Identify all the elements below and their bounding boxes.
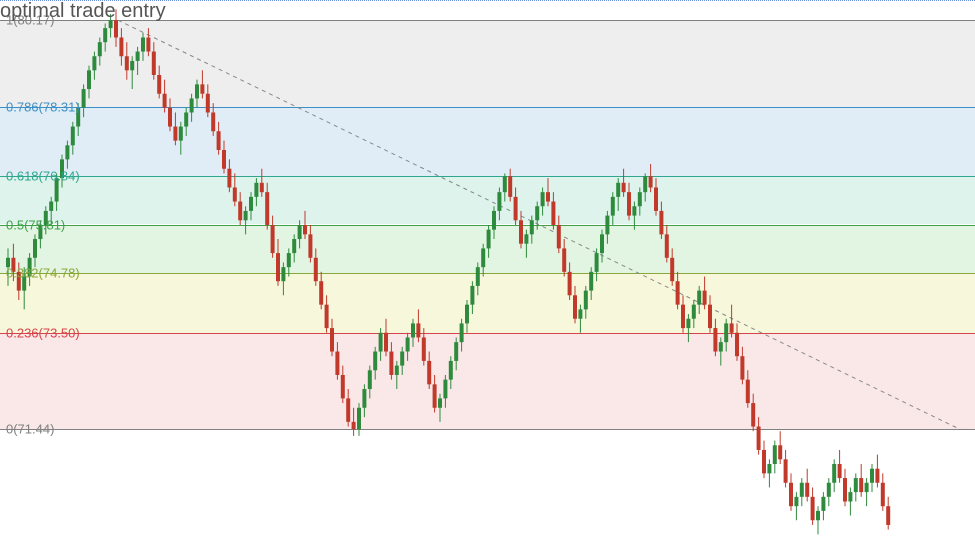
fib-line xyxy=(0,333,975,334)
fib-line xyxy=(0,273,975,274)
fib-band xyxy=(0,273,975,333)
fib-band xyxy=(0,107,975,176)
fib-label: 0.5(75.81) xyxy=(6,217,65,232)
fib-line xyxy=(0,429,975,430)
fib-line xyxy=(0,176,975,177)
fib-label: 0.236(73.50) xyxy=(6,325,80,340)
bottom-dotted-line xyxy=(0,0,975,1)
fib-band xyxy=(0,20,975,107)
fibonacci-chart[interactable]: 1(80.17)0.786(78.31)0.618(76.84)0.5(75.8… xyxy=(0,0,975,539)
fib-line xyxy=(0,225,975,226)
fib-label: 0.618(76.84) xyxy=(6,169,80,184)
fib-line xyxy=(0,107,975,108)
fib-band xyxy=(0,333,975,430)
fib-band xyxy=(0,225,975,273)
annotation-text: optimal trade entry xyxy=(0,0,166,23)
fib-label: 0(71.44) xyxy=(6,422,54,437)
fib-label: 0.786(78.31) xyxy=(6,100,80,115)
fib-band xyxy=(0,176,975,224)
fib-label: 0.382(74.78) xyxy=(6,265,80,280)
